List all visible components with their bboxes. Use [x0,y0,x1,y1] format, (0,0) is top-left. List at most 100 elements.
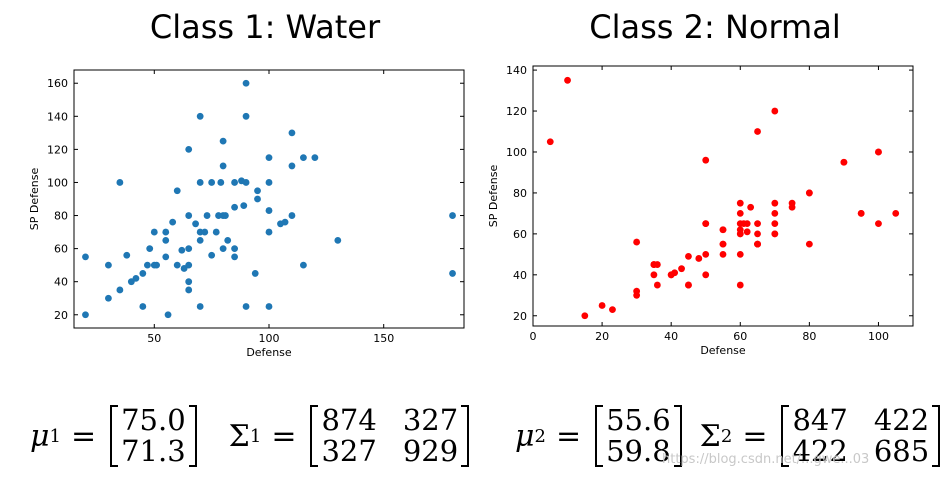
cov-value: 685 [873,434,930,468]
data-point [805,240,813,248]
data-point [754,240,761,248]
data-point [185,278,193,286]
data-point [185,212,193,219]
data-point [224,236,232,244]
mean-vector: 75.0 71.3 [110,405,197,467]
data-point [685,281,692,289]
cov-value: 327 [402,403,459,437]
cov-value: 422 [873,403,930,437]
data-point [173,187,181,195]
data-point [743,220,751,228]
data-point [169,218,177,226]
mean-value: 75.0 [121,403,186,437]
mean-vector: 55.6 59.8 [595,405,682,467]
cov-value: 874 [321,403,377,437]
covariance-matrix: 847 422 422 685 [781,403,941,468]
data-point [671,269,679,277]
data-point [265,179,273,186]
chart-title-water: Class 1: Water [149,8,381,46]
data-point [719,226,727,234]
data-point [164,311,172,319]
data-point [771,199,779,207]
right-bracket [188,405,197,467]
data-point [288,212,296,219]
data-point [743,228,751,236]
data-point [736,210,744,217]
y-tick-label: 120 [506,105,527,118]
data-point [736,230,744,238]
data-point [288,129,296,137]
data-point [754,220,761,228]
data-point [449,212,456,219]
data-point [185,145,193,153]
data-point [771,210,779,217]
y-tick-label: 40 [54,276,68,289]
data-point [162,236,170,244]
data-point [281,218,289,226]
data-point [251,270,259,277]
mean-value: 71.3 [121,434,186,468]
cov-superscript: 1 [249,425,262,447]
data-point [805,189,813,197]
cov-value: 422 [792,434,848,468]
data-point [192,220,199,228]
cov-symbol: Σ [228,418,250,454]
x-tick-label: 80 [802,330,816,343]
data-point [196,303,204,310]
data-point [719,240,727,248]
y-tick-label: 140 [47,110,68,123]
data-point [173,261,181,269]
data-point [219,162,227,170]
data-point [185,245,193,253]
cov-value: 847 [792,403,848,437]
right-bracket [461,405,470,467]
x-tick-label: 100 [259,332,280,345]
covariance-matrix: 874 327 327 929 [310,403,470,468]
data-point [219,245,227,253]
data-point [196,112,204,120]
data-point [265,154,273,162]
data-point [265,228,273,236]
left-bracket [310,405,319,467]
data-point [231,179,238,186]
data-point [162,253,170,261]
data-point [217,179,225,186]
chart-title-normal: Class 2: Normal [589,8,841,46]
data-point [219,137,227,145]
data-point [650,271,658,279]
x-axis-label: Defense [246,346,292,359]
data-point [736,199,744,207]
mean-superscript: 1 [49,425,61,447]
data-point [300,261,307,269]
data-point [685,252,692,260]
data-point [212,228,220,236]
data-point [754,128,761,135]
data-point [747,203,755,211]
data-point [653,281,661,289]
data-point [300,154,307,162]
y-tick-label: 60 [54,243,68,256]
y-tick-label: 20 [513,310,527,323]
data-point [788,203,796,211]
data-point [153,261,160,269]
x-axis-label: Defense [700,344,746,357]
x-tick-label: 40 [664,330,678,343]
y-axis-label: SP Defense [487,165,500,228]
data-point [771,220,779,228]
x-tick-label: 150 [373,332,394,345]
data-point [875,220,882,228]
y-tick-label: 160 [47,77,68,90]
data-point [265,303,273,310]
cov-value: 929 [402,434,459,468]
right-bracket [673,405,682,467]
data-point [695,255,703,262]
left-bracket [595,405,604,467]
data-point [736,281,744,289]
x-tick-label: 0 [530,330,537,343]
y-tick-label: 100 [47,176,68,189]
scatter-plot-water: 50 100 150 20 40 60 80 100 120 140 160 Defense SP De… [28,69,465,359]
data-point [254,187,261,195]
data-point [208,179,216,186]
data-point [564,76,571,84]
